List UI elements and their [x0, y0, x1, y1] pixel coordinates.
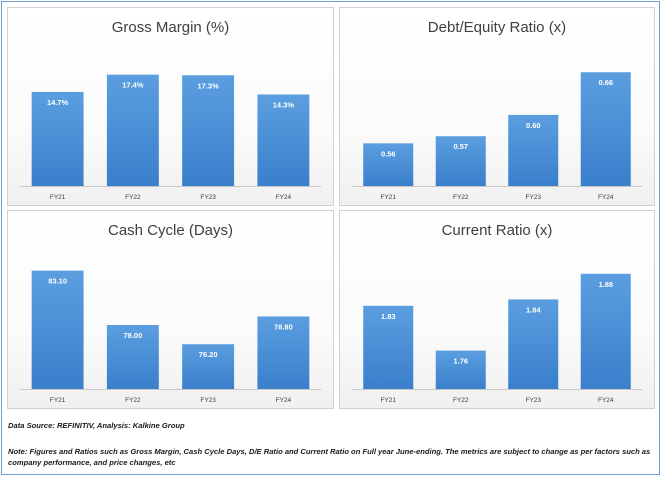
bar-fy22	[435, 136, 486, 186]
x-tick-label: FY23	[525, 194, 541, 201]
bar-fy24	[580, 273, 631, 389]
current-ratio-panel: Current Ratio (x) 1.83 FY21 1.76 FY22 1.84 FY2…	[339, 210, 655, 409]
chart-title: Debt/Equity Ratio (x)	[428, 19, 566, 36]
bar-fy22	[106, 325, 159, 389]
debt-equity-panel: Debt/Equity Ratio (x) 0.56 FY21 0.57 FY22 0.6…	[339, 7, 655, 206]
bar-fy24	[580, 72, 631, 186]
data-label: 1.88	[598, 280, 613, 289]
x-tick-label: FY21	[50, 194, 66, 201]
x-tick-label: FY22	[453, 194, 469, 201]
notes: Data Source: REFINITIV, Analysis: Kalkin…	[8, 420, 658, 468]
bar-fy21	[363, 143, 414, 186]
chart-4: Current Ratio (x) 1.83 FY21 1.76 FY22 1.84 FY2…	[352, 222, 642, 404]
data-label: 0.56	[381, 149, 396, 158]
gross-margin-panel: Gross Margin (%) 14.7% FY21 17.4% FY22 17.3% F…	[7, 7, 334, 206]
data-source-text: Data Source: REFINITIV, Analysis: Kalkin…	[8, 421, 185, 430]
data-label: 1.84	[526, 305, 541, 314]
bar-fy23	[508, 299, 559, 389]
x-tick-label: FY22	[125, 194, 141, 201]
bar-fy24	[257, 316, 310, 389]
x-tick-label: FY24	[598, 397, 614, 404]
bar-fy21	[31, 91, 84, 186]
x-tick-label: FY22	[453, 397, 469, 404]
data-label: 0.57	[453, 142, 468, 151]
chart-2: Debt/Equity Ratio (x) 0.56 FY21 0.57 FY22 0.6…	[352, 19, 642, 201]
note-text: Note: Figures and Ratios such as Gross M…	[8, 447, 651, 467]
data-label: 78.80	[274, 322, 293, 331]
x-tick-label: FY24	[598, 194, 614, 201]
bar-fy22	[435, 350, 486, 389]
chart-1: Gross Margin (%) 14.7% FY21 17.4% FY22 17.3% F…	[20, 19, 321, 201]
bar-fy23	[508, 114, 559, 186]
x-tick-label: FY24	[276, 397, 292, 404]
bar-fy22	[106, 74, 159, 186]
x-tick-label: FY23	[200, 397, 216, 404]
data-label: 0.60	[526, 121, 541, 130]
data-label: 83.10	[48, 277, 67, 286]
bar-fy23	[182, 75, 235, 186]
data-label: 76.20	[199, 350, 218, 359]
chart-title: Gross Margin (%)	[112, 19, 230, 36]
data-label: 17.4%	[122, 81, 144, 90]
x-tick-label: FY21	[50, 397, 66, 404]
data-label: 1.83	[381, 312, 396, 321]
x-tick-label: FY21	[380, 397, 396, 404]
data-label: 14.7%	[47, 98, 69, 107]
x-tick-label: FY22	[125, 397, 141, 404]
data-label: 78.00	[123, 331, 142, 340]
bar-fy23	[182, 344, 235, 389]
data-label: 17.3%	[197, 81, 219, 90]
x-tick-label: FY23	[525, 397, 541, 404]
chart-title: Cash Cycle (Days)	[108, 222, 233, 239]
data-label: 0.66	[598, 78, 613, 87]
bar-fy24	[257, 94, 310, 186]
bar-fy21	[31, 270, 84, 389]
chart-3: Cash Cycle (Days) 83.10 FY21 78.00 FY22 76.20…	[20, 222, 321, 404]
data-label: 14.3%	[273, 100, 295, 109]
bar-fy21	[363, 305, 414, 389]
x-tick-label: FY24	[276, 194, 292, 201]
x-tick-label: FY23	[200, 194, 216, 201]
chart-title: Current Ratio (x)	[442, 222, 553, 239]
x-tick-label: FY21	[380, 194, 396, 201]
data-label: 1.76	[453, 357, 468, 366]
cash-cycle-panel: Cash Cycle (Days) 83.10 FY21 78.00 FY22 76.20…	[7, 210, 334, 409]
